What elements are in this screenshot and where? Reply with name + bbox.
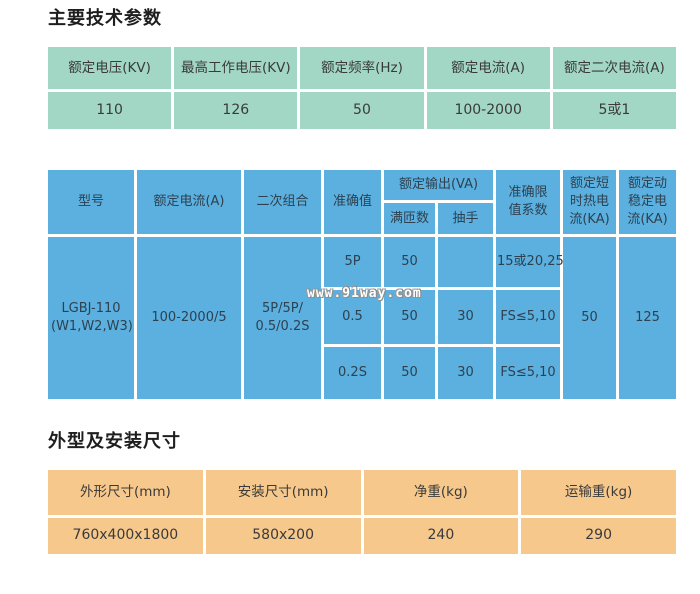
- spec-value-dynamic-stable: 125: [619, 237, 677, 399]
- params-value-rated-voltage: 110: [48, 92, 172, 129]
- spec-header-rated-current: 额定电流(A): [137, 170, 241, 234]
- params-header-rated-current: 额定电流(A): [426, 47, 550, 89]
- section-title-dimensions: 外型及安装尺寸: [48, 431, 181, 452]
- spec-accuracy-5p: 5P: [324, 237, 381, 287]
- params-header-max-voltage: 最高工作电压(KV): [174, 47, 298, 89]
- spec-header-model: 型号: [48, 170, 134, 234]
- spec-full-turns-0-5: 50: [384, 290, 435, 344]
- params-value-max-voltage: 126: [174, 92, 298, 129]
- dims-header-transport-weight: 运输重(kg): [521, 470, 676, 515]
- params-value-secondary-current: 5或1: [552, 92, 676, 129]
- technical-params-table: 额定电压(KV) 最高工作电压(KV) 额定频率(Hz) 额定电流(A) 额定二…: [45, 44, 679, 132]
- dims-value-transport-weight: 290: [521, 518, 676, 554]
- spec-accuracy-0-2s: 0.2S: [324, 347, 381, 399]
- model-spec-table: 型号 额定电流(A) 二次组合 准确值 额定输出(VA) 准确限值系数 额定短时…: [45, 167, 679, 402]
- params-header-secondary-current: 额定二次电流(A): [552, 47, 676, 89]
- spec-header-tap: 抽手: [438, 203, 494, 234]
- dimensions-table: 外形尺寸(mm) 安装尺寸(mm) 净重(kg) 运输重(kg) 760x400…: [45, 467, 679, 557]
- spec-full-turns-0-2s: 50: [384, 347, 435, 399]
- spec-header-rated-output: 额定输出(VA): [384, 170, 494, 200]
- spec-value-secondary-combo: 5P/5P/ 0.5/0.2S: [244, 237, 321, 399]
- spec-data-row-0-5: 0.5 50 30 FS≤5,10: [48, 290, 676, 344]
- spec-value-model: LGBJ-110 (W1,W2,W3): [48, 237, 134, 399]
- spec-tap-0-5: 30: [438, 290, 494, 344]
- dims-header-outline-size: 外形尺寸(mm): [48, 470, 203, 515]
- spec-accuracy-0-5: 0.5: [324, 290, 381, 344]
- params-header-row: 额定电压(KV) 最高工作电压(KV) 额定频率(Hz) 额定电流(A) 额定二…: [48, 47, 676, 89]
- params-value-rated-frequency: 50: [300, 92, 424, 129]
- watermark: www.91way.com: [307, 286, 422, 301]
- params-header-rated-voltage: 额定电压(KV): [48, 47, 172, 89]
- spec-value-short-time-thermal: 50: [563, 237, 617, 399]
- dims-header-net-weight: 净重(kg): [363, 470, 519, 515]
- spec-data-row-0-2s: 0.2S 50 30 FS≤5,10: [48, 347, 676, 399]
- dims-value-outline-size: 760x400x1800: [48, 518, 203, 554]
- spec-header-secondary-combo: 二次组合: [244, 170, 321, 234]
- section-title-technical-params: 主要技术参数: [48, 8, 162, 29]
- spec-limit-factor-5p: 15或20,25: [496, 237, 564, 287]
- spec-header-row-1: 型号 额定电流(A) 二次组合 准确值 额定输出(VA) 准确限值系数 额定短时…: [48, 170, 677, 234]
- spec-tap-0-2s: 30: [438, 347, 494, 399]
- spec-tap-5p: [438, 237, 494, 287]
- spec-header-accuracy-class: 准确值: [324, 170, 381, 234]
- spec-full-turns-5p: 50: [384, 237, 435, 287]
- dims-value-net-weight: 240: [363, 518, 519, 554]
- dims-header-row: 外形尺寸(mm) 安装尺寸(mm) 净重(kg) 运输重(kg): [48, 470, 676, 515]
- spec-limit-factor-0-2s: FS≤5,10: [496, 347, 561, 399]
- spec-header-dynamic-stable: 额定动稳定电流(KA): [619, 170, 677, 234]
- spec-header-accuracy-limit-factor: 准确限值系数: [496, 170, 561, 234]
- spec-value-rated-current: 100-2000/5: [137, 237, 241, 399]
- spec-header-short-time-thermal: 额定短时热电流(KA): [563, 170, 617, 234]
- spec-header-full-turns: 满匝数: [384, 203, 435, 234]
- params-value-row: 110 126 50 100-2000 5或1: [48, 92, 676, 129]
- dims-value-mounting-size: 580x200: [205, 518, 361, 554]
- spec-header-row-2: 满匝数 抽手: [48, 203, 676, 234]
- params-value-rated-current: 100-2000: [426, 92, 550, 129]
- spec-data-row-5p: LGBJ-110 (W1,W2,W3) 100-2000/5 5P/5P/ 0.…: [48, 237, 677, 399]
- params-header-rated-frequency: 额定频率(Hz): [300, 47, 424, 89]
- dims-value-row: 760x400x1800 580x200 240 290: [48, 518, 676, 554]
- spec-limit-factor-0-5: FS≤5,10: [496, 290, 561, 344]
- dims-header-mounting-size: 安装尺寸(mm): [205, 470, 361, 515]
